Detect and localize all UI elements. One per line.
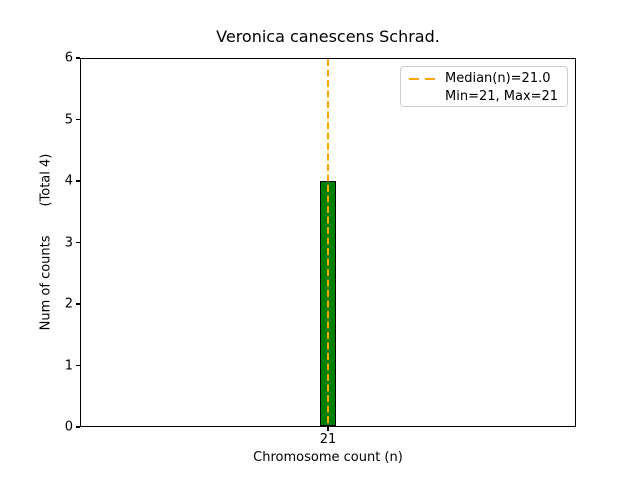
- y-tick-label: 2: [64, 296, 73, 312]
- y-tick-mark: [76, 180, 80, 182]
- y-tick-mark: [76, 57, 80, 59]
- y-axis-label: Num of counts (Total 4): [38, 153, 54, 331]
- y-tick-mark: [76, 118, 80, 121]
- y-tick-label: 1: [64, 358, 73, 373]
- legend-entry-median: Median(n)=21.0: [409, 70, 559, 88]
- y-tick-mark: [76, 303, 80, 305]
- chart-title: Veronica canescens Schrad.: [216, 27, 440, 46]
- x-axis-label: Chromosome count (n): [253, 450, 403, 465]
- legend: Median(n)=21.0 Min=21, Max=21: [400, 66, 568, 107]
- y-tick-mark: [76, 364, 80, 367]
- legend-label-median: Median(n)=21.0: [445, 71, 551, 87]
- y-tick-label: 0: [64, 419, 73, 435]
- y-tick-label: 5: [64, 112, 73, 127]
- median-line: [327, 59, 329, 426]
- x-tick-label: 21: [319, 432, 337, 447]
- dashed-line-icon: [409, 77, 437, 80]
- plot-area: [80, 58, 576, 427]
- y-tick-label: 6: [64, 50, 73, 66]
- legend-entry-minmax: Min=21, Max=21: [409, 88, 559, 106]
- y-tick-label: 4: [64, 173, 73, 189]
- x-tick-mark: [327, 427, 329, 431]
- y-tick-label: 3: [64, 235, 73, 250]
- y-tick-mark: [76, 241, 80, 244]
- legend-label-minmax: Min=21, Max=21: [445, 88, 559, 104]
- y-tick-mark: [76, 426, 80, 428]
- legend-handle-spacer: [409, 95, 437, 97]
